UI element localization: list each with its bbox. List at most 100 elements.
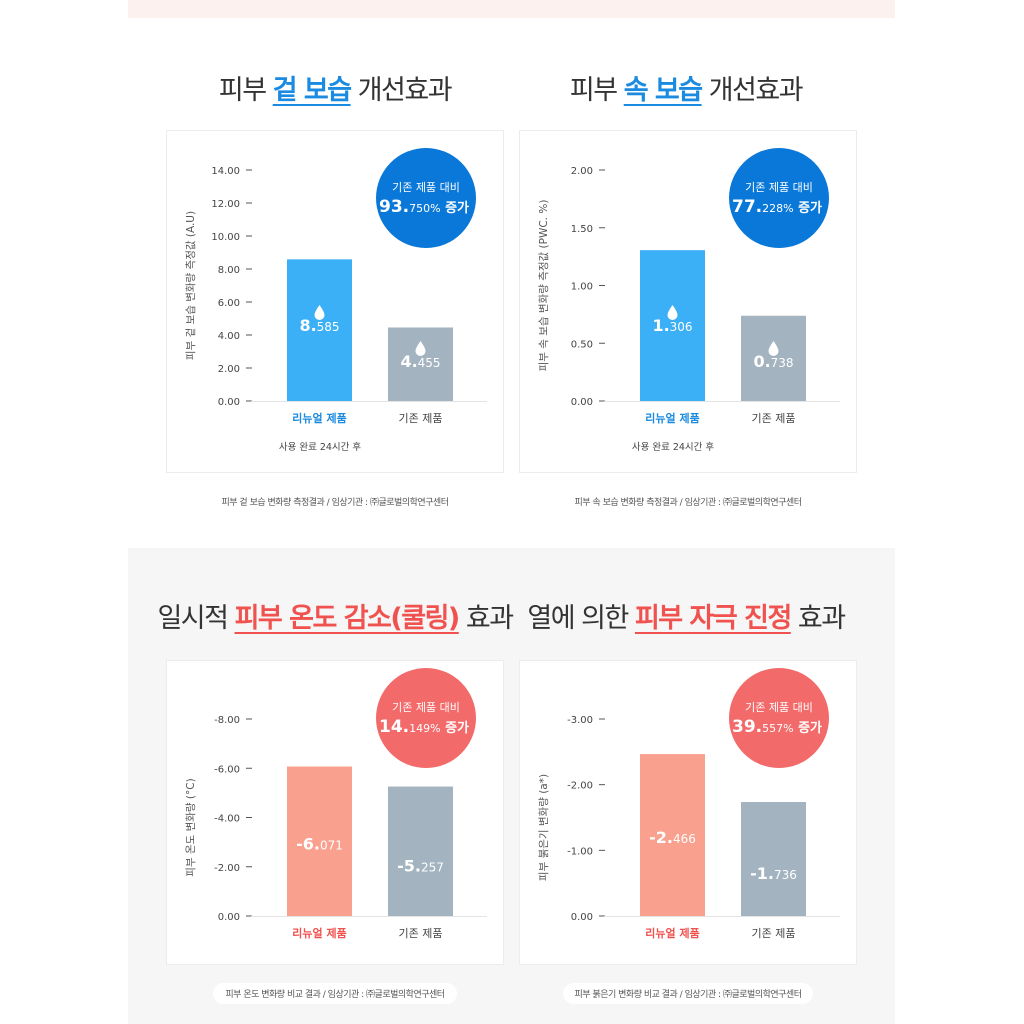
x-axis-subtitle: 사용 완료 24시간 후 <box>632 442 715 453</box>
bar-renewal <box>640 250 705 401</box>
water-drop-icon <box>415 341 426 356</box>
y-axis-title: 피부 겉 보습 변화량 측정값 (A.U) <box>185 211 197 360</box>
title-highlight: 속 보습 <box>623 75 703 106</box>
y-tick-label: 0.00 <box>571 397 593 408</box>
title-prefix: 일시적 <box>157 603 235 634</box>
y-tick-label: -1.00 <box>567 846 593 857</box>
comparison-badge <box>376 148 476 248</box>
badge-line1: 기존 제품 대비 <box>745 181 813 194</box>
title-prefix: 피부 <box>218 75 273 106</box>
x-category-label: 리뉴얼 제품 <box>292 926 346 940</box>
bar-value-label: -2.466 <box>649 828 696 847</box>
bar-existing <box>388 327 453 401</box>
water-drop-icon <box>667 305 678 320</box>
water-drop-icon <box>314 305 325 320</box>
y-tick-label: 0.00 <box>218 912 240 923</box>
title-prefix: 열에 의한 <box>527 603 635 634</box>
bar-existing <box>741 315 806 401</box>
caption-cooling: 피부 온도 변화량 비교 결과 / 임상기관 : ㈜글로벌의학연구센터 <box>166 982 504 1004</box>
bar-value-label: 0.738 <box>753 352 793 371</box>
chart-svg: 0.00 -2.00 -4.00 -6.00 -8.00 피부 온도 변화량 (°C) -6… <box>185 668 487 940</box>
caption-text: 피부 겉 보습 변화량 측정결과 / 임상기관 : ㈜글로벌의학연구센터 <box>209 491 461 512</box>
title-suffix: 효과 <box>790 603 846 634</box>
x-category-label: 기존 제품 <box>752 927 796 940</box>
badge-percent: 77.228% 증가 <box>732 197 822 217</box>
water-drop-icon <box>768 341 779 356</box>
badge-percent: 39.557% 증가 <box>732 717 822 737</box>
bar-existing <box>741 802 806 916</box>
chart-svg: 0.00 -1.00 -2.00 -3.00 피부 붉은기 변화량 (a*) -2.466… <box>538 668 840 940</box>
x-category-label: 리뉴얼 제품 <box>645 926 699 940</box>
y-axis-title: 피부 온도 변화량 (°C) <box>185 778 197 876</box>
bar-value-label: -1.736 <box>750 864 797 883</box>
y-tick-label: 0.50 <box>571 339 593 350</box>
x-axis-subtitle: 사용 완료 24시간 후 <box>279 442 362 453</box>
y-axis-title: 피부 붉은기 변화량 (a*) <box>538 774 550 881</box>
badge-percent: 93.750% 증가 <box>379 197 469 217</box>
chart-title-deep-moisture: 피부 속 보습 개선효과 <box>486 68 886 107</box>
bar-value-label: 8.585 <box>299 316 339 335</box>
y-tick-label: 1.00 <box>571 282 593 293</box>
badge-line1: 기존 제품 대비 <box>392 181 460 194</box>
caption-soothing: 피부 붉은기 변화량 비교 결과 / 임상기관 : ㈜글로벌의학연구센터 <box>519 982 857 1004</box>
y-axis-title: 피부 속 보습 변화량 측정값 (PWC. %) <box>538 200 550 372</box>
chart-svg: 0.00 0.50 1.00 1.50 2.00 피부 속 보습 변화량 측정값 (PWC… <box>538 148 840 453</box>
title-highlight: 피부 자극 진정 <box>634 603 792 634</box>
caption-deep-moisture: 피부 속 보습 변화량 측정결과 / 임상기관 : ㈜글로벌의학연구센터 <box>519 490 857 512</box>
badge-percent: 14.149% 증가 <box>379 717 469 737</box>
y-tick-label: -2.00 <box>214 863 240 874</box>
y-tick-label: -4.00 <box>214 814 240 825</box>
badge-line1: 기존 제품 대비 <box>392 701 460 714</box>
caption-text: 피부 속 보습 변화량 측정결과 / 임상기관 : ㈜글로벌의학연구센터 <box>562 491 814 512</box>
y-tick-label: 1.50 <box>571 224 593 235</box>
bar-renewal <box>287 766 352 916</box>
title-suffix: 개선효과 <box>701 75 804 106</box>
chart-title-cooling: 일시적 피부 온도 감소(쿨링) 효과 <box>135 596 535 635</box>
bar-value-label: -5.257 <box>397 856 444 875</box>
title-highlight: 피부 온도 감소(쿨링) <box>234 603 461 634</box>
y-tick-label: -2.00 <box>567 781 593 792</box>
title-suffix: 효과 <box>458 603 514 634</box>
y-tick-label: -8.00 <box>214 715 240 726</box>
chart-title-surface-moisture: 피부 겉 보습 개선효과 <box>135 68 535 107</box>
title-highlight: 겉 보습 <box>272 75 352 106</box>
title-prefix: 피부 <box>569 75 624 106</box>
y-tick-label: -3.00 <box>567 715 593 726</box>
top-strip <box>128 0 895 18</box>
y-tick-label: 14.00 <box>211 166 240 177</box>
x-category-label: 리뉴얼 제품 <box>645 411 699 425</box>
bar-existing <box>388 786 453 916</box>
bar-value-label: -6.071 <box>296 834 343 853</box>
chart-card-deep-moisture: 0.00 0.50 1.00 1.50 2.00 피부 속 보습 변화량 측정값 (PWC… <box>519 130 857 473</box>
x-category-label: 기존 제품 <box>399 412 443 425</box>
caption-text: 피부 붉은기 변화량 비교 결과 / 임상기관 : ㈜글로벌의학연구센터 <box>562 983 814 1004</box>
caption-text: 피부 온도 변화량 비교 결과 / 임상기관 : ㈜글로벌의학연구센터 <box>213 983 457 1004</box>
y-tick-label: 2.00 <box>218 364 240 375</box>
y-tick-label: 4.00 <box>218 331 240 342</box>
chart-card-surface-moisture: 0.00 2.00 4.00 6.00 8.00 10.00 12.00 14.00 피부 겉 … <box>166 130 504 473</box>
y-tick-label: 8.00 <box>218 265 240 276</box>
comparison-badge <box>729 668 829 768</box>
bar-value-label: 4.455 <box>400 352 440 371</box>
chart-card-cooling: 0.00 -2.00 -4.00 -6.00 -8.00 피부 온도 변화량 (°C) -6… <box>166 660 504 965</box>
comparison-badge <box>729 148 829 248</box>
x-category-label: 기존 제품 <box>752 412 796 425</box>
bar-renewal <box>640 754 705 916</box>
bar-renewal <box>287 259 352 401</box>
bar-value-label: 1.306 <box>652 316 692 335</box>
chart-title-soothing: 열에 의한 피부 자극 진정 효과 <box>486 596 886 635</box>
title-suffix: 개선효과 <box>350 75 453 106</box>
y-tick-label: 0.00 <box>218 397 240 408</box>
chart-svg: 0.00 2.00 4.00 6.00 8.00 10.00 12.00 14.00 피부 겉 … <box>185 148 487 453</box>
y-tick-label: 2.00 <box>571 166 593 177</box>
comparison-badge <box>376 668 476 768</box>
y-tick-label: 12.00 <box>211 199 240 210</box>
y-tick-label: -6.00 <box>214 764 240 775</box>
x-category-label: 기존 제품 <box>399 927 443 940</box>
x-category-label: 리뉴얼 제품 <box>292 411 346 425</box>
y-tick-label: 10.00 <box>211 232 240 243</box>
caption-surface-moisture: 피부 겉 보습 변화량 측정결과 / 임상기관 : ㈜글로벌의학연구센터 <box>166 490 504 512</box>
y-tick-label: 0.00 <box>571 912 593 923</box>
badge-line1: 기존 제품 대비 <box>745 701 813 714</box>
chart-card-soothing: 0.00 -1.00 -2.00 -3.00 피부 붉은기 변화량 (a*) -2.466… <box>519 660 857 965</box>
